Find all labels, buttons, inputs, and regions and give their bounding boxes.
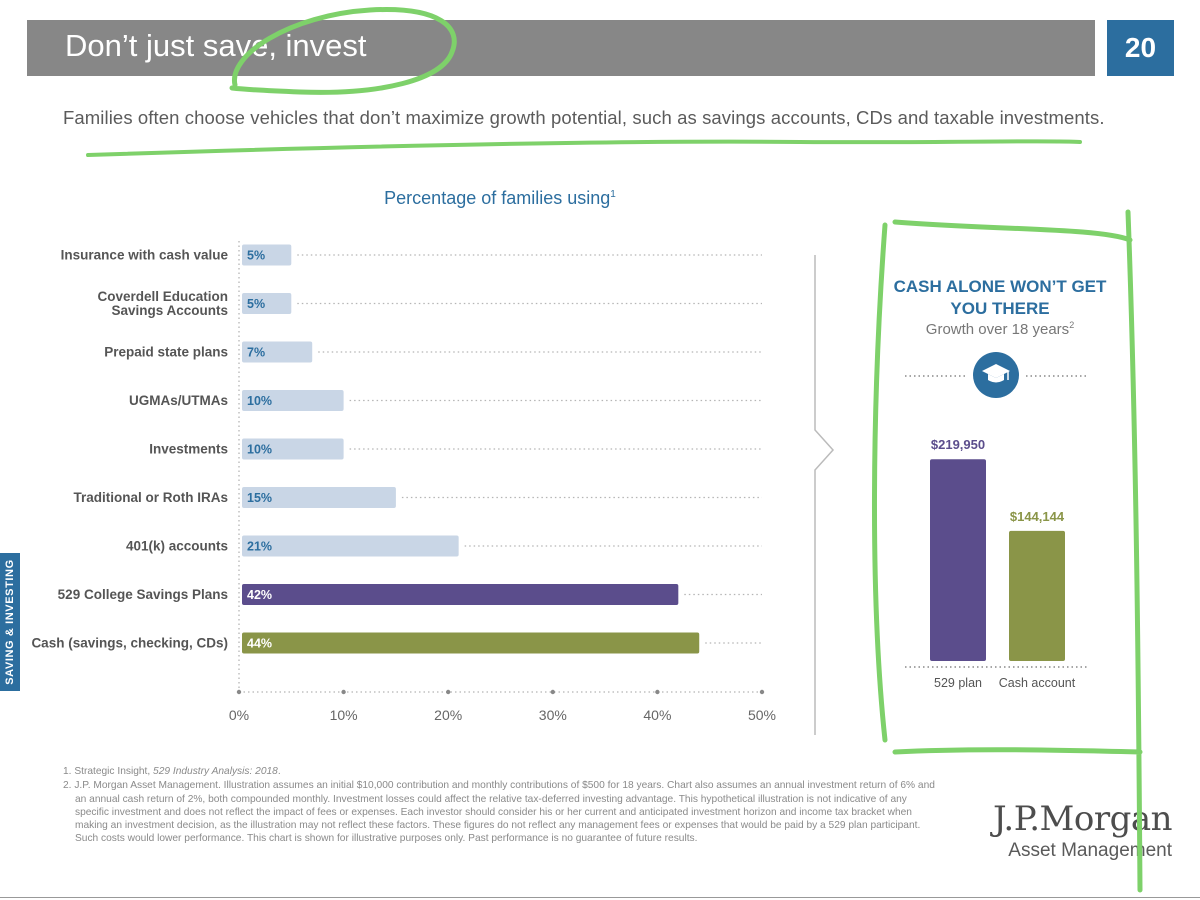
section-tab[interactable]: SAVING & INVESTING bbox=[0, 553, 20, 691]
x-tick-label: 0% bbox=[229, 707, 249, 723]
bar-value-label: 5% bbox=[247, 249, 265, 263]
category-label: Insurance with cash value bbox=[61, 248, 229, 263]
bar-value-label: 42% bbox=[247, 588, 272, 602]
jp-morgan-logo: J.P.Morgan Asset Management bbox=[992, 799, 1173, 862]
bar bbox=[242, 341, 313, 363]
bar-value-label: 10% bbox=[247, 443, 272, 457]
growth-category-label: 529 plan bbox=[934, 676, 982, 690]
bar bbox=[242, 244, 292, 266]
footnote-1: 1. Strategic Insight, 529 Industry Analy… bbox=[63, 766, 281, 777]
page-number: 20 bbox=[1107, 20, 1174, 76]
growth-category-label: Cash account bbox=[999, 676, 1076, 690]
category-label: Cash (savings, checking, CDs) bbox=[31, 636, 228, 651]
growth-value-label: $144,144 bbox=[1010, 509, 1065, 524]
growth-value-label: $219,950 bbox=[931, 437, 985, 452]
category-label: 529 College Savings Plans bbox=[58, 587, 228, 602]
chart-title: Percentage of families using1 bbox=[240, 188, 760, 209]
x-tick-label: 20% bbox=[434, 707, 462, 723]
chart-title-text: Percentage of families using bbox=[384, 188, 611, 208]
x-tick-label: 30% bbox=[539, 707, 567, 723]
x-tick-label: 50% bbox=[748, 707, 776, 723]
logo-subtitle: Asset Management bbox=[1008, 840, 1172, 861]
bar-value-label: 44% bbox=[247, 637, 272, 651]
bar bbox=[242, 632, 700, 654]
category-label: UGMAs/UTMAs bbox=[129, 393, 228, 408]
category-label: Prepaid state plans bbox=[104, 345, 228, 360]
bar bbox=[242, 584, 679, 605]
category-label: Coverdell Education bbox=[97, 289, 228, 304]
x-tick-mark bbox=[550, 689, 555, 695]
page-subtitle: Families often choose vehicles that don’… bbox=[63, 107, 1105, 128]
x-tick-label: 40% bbox=[643, 707, 671, 723]
bar-value-label: 21% bbox=[247, 540, 272, 554]
bar bbox=[242, 390, 344, 411]
category-label: Savings Accounts bbox=[111, 303, 228, 318]
bar-value-label: 10% bbox=[247, 394, 272, 408]
growth-bar bbox=[930, 459, 986, 661]
footnote-2: 2. J.P. Morgan Asset Management. Illustr… bbox=[63, 780, 935, 845]
logo-name: J.P.Morgan bbox=[992, 799, 1173, 839]
chart-divider bbox=[814, 255, 835, 735]
bar-value-label: 5% bbox=[247, 297, 265, 311]
bar bbox=[242, 293, 292, 314]
category-label: Traditional or Roth IRAs bbox=[73, 490, 228, 505]
chart-title-footnote: 1 bbox=[610, 189, 616, 200]
footnotes: 1. Strategic Insight, 529 Industry Analy… bbox=[63, 765, 943, 847]
bar bbox=[242, 438, 344, 460]
x-tick-mark bbox=[446, 689, 451, 695]
x-tick-mark bbox=[341, 689, 346, 695]
bar-value-label: 7% bbox=[247, 346, 265, 360]
bar-value-label: 15% bbox=[247, 491, 272, 505]
category-label: 401(k) accounts bbox=[126, 539, 228, 554]
bottom-rule bbox=[0, 897, 1200, 898]
x-tick-mark bbox=[655, 689, 660, 695]
x-tick-mark bbox=[236, 689, 242, 695]
bar bbox=[242, 535, 459, 557]
x-tick-mark bbox=[759, 689, 765, 695]
growth-bar bbox=[1009, 530, 1065, 661]
category-label: Investments bbox=[149, 442, 228, 457]
bar bbox=[242, 487, 396, 508]
x-tick-label: 10% bbox=[330, 707, 358, 723]
